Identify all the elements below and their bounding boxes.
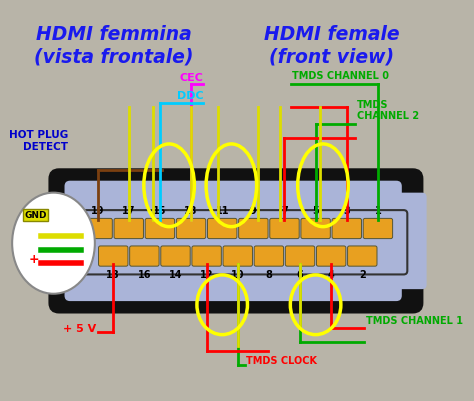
Text: 3: 3 xyxy=(343,206,350,216)
Text: TMDS CHANNEL 0: TMDS CHANNEL 0 xyxy=(292,71,390,81)
Text: CEC: CEC xyxy=(180,73,203,82)
Text: 14: 14 xyxy=(169,270,182,280)
FancyBboxPatch shape xyxy=(347,246,377,267)
Text: 18: 18 xyxy=(107,270,120,280)
Text: GND: GND xyxy=(26,212,50,222)
FancyBboxPatch shape xyxy=(285,246,315,267)
Text: 13: 13 xyxy=(184,206,198,216)
FancyBboxPatch shape xyxy=(99,246,128,267)
Text: 1: 1 xyxy=(374,206,381,216)
Text: 7: 7 xyxy=(281,206,288,216)
Text: 5: 5 xyxy=(312,206,319,216)
FancyBboxPatch shape xyxy=(130,246,159,267)
FancyBboxPatch shape xyxy=(83,219,112,239)
FancyBboxPatch shape xyxy=(64,181,402,301)
Text: 19: 19 xyxy=(91,206,104,216)
Text: 10: 10 xyxy=(231,270,245,280)
Text: HDMI femmina
(vista frontale): HDMI femmina (vista frontale) xyxy=(35,25,194,66)
Text: 15: 15 xyxy=(153,206,167,216)
Text: 9: 9 xyxy=(250,206,257,216)
Text: 8: 8 xyxy=(265,270,273,280)
Text: 17: 17 xyxy=(122,206,136,216)
Text: +: + xyxy=(29,252,39,265)
Text: 6: 6 xyxy=(297,270,303,280)
FancyBboxPatch shape xyxy=(301,219,330,239)
Text: TMDS CLOCK: TMDS CLOCK xyxy=(246,355,318,365)
FancyBboxPatch shape xyxy=(332,219,362,239)
Text: GND: GND xyxy=(24,211,46,220)
Ellipse shape xyxy=(12,193,95,294)
FancyBboxPatch shape xyxy=(176,219,206,239)
Text: HOT PLUG
DETECT: HOT PLUG DETECT xyxy=(9,130,68,151)
Text: HDMI female
(front view): HDMI female (front view) xyxy=(264,25,400,66)
FancyBboxPatch shape xyxy=(50,170,422,312)
Text: TMDS
CHANNEL 2: TMDS CHANNEL 2 xyxy=(357,99,419,121)
FancyBboxPatch shape xyxy=(223,246,253,267)
Text: DDC: DDC xyxy=(177,91,203,101)
FancyBboxPatch shape xyxy=(208,219,237,239)
FancyBboxPatch shape xyxy=(270,219,299,239)
FancyBboxPatch shape xyxy=(372,193,427,290)
Text: + 5 V: + 5 V xyxy=(63,323,96,333)
FancyBboxPatch shape xyxy=(317,246,346,267)
Text: 12: 12 xyxy=(200,270,213,280)
FancyBboxPatch shape xyxy=(161,246,190,267)
Text: 11: 11 xyxy=(216,206,229,216)
Text: 2: 2 xyxy=(359,270,365,280)
FancyBboxPatch shape xyxy=(363,219,392,239)
Text: TMDS CHANNEL 1: TMDS CHANNEL 1 xyxy=(366,315,463,325)
FancyBboxPatch shape xyxy=(192,246,221,267)
Text: 4: 4 xyxy=(328,270,335,280)
Text: 16: 16 xyxy=(137,270,151,280)
FancyBboxPatch shape xyxy=(145,219,174,239)
FancyBboxPatch shape xyxy=(114,219,144,239)
FancyBboxPatch shape xyxy=(238,219,268,239)
FancyBboxPatch shape xyxy=(254,246,283,267)
